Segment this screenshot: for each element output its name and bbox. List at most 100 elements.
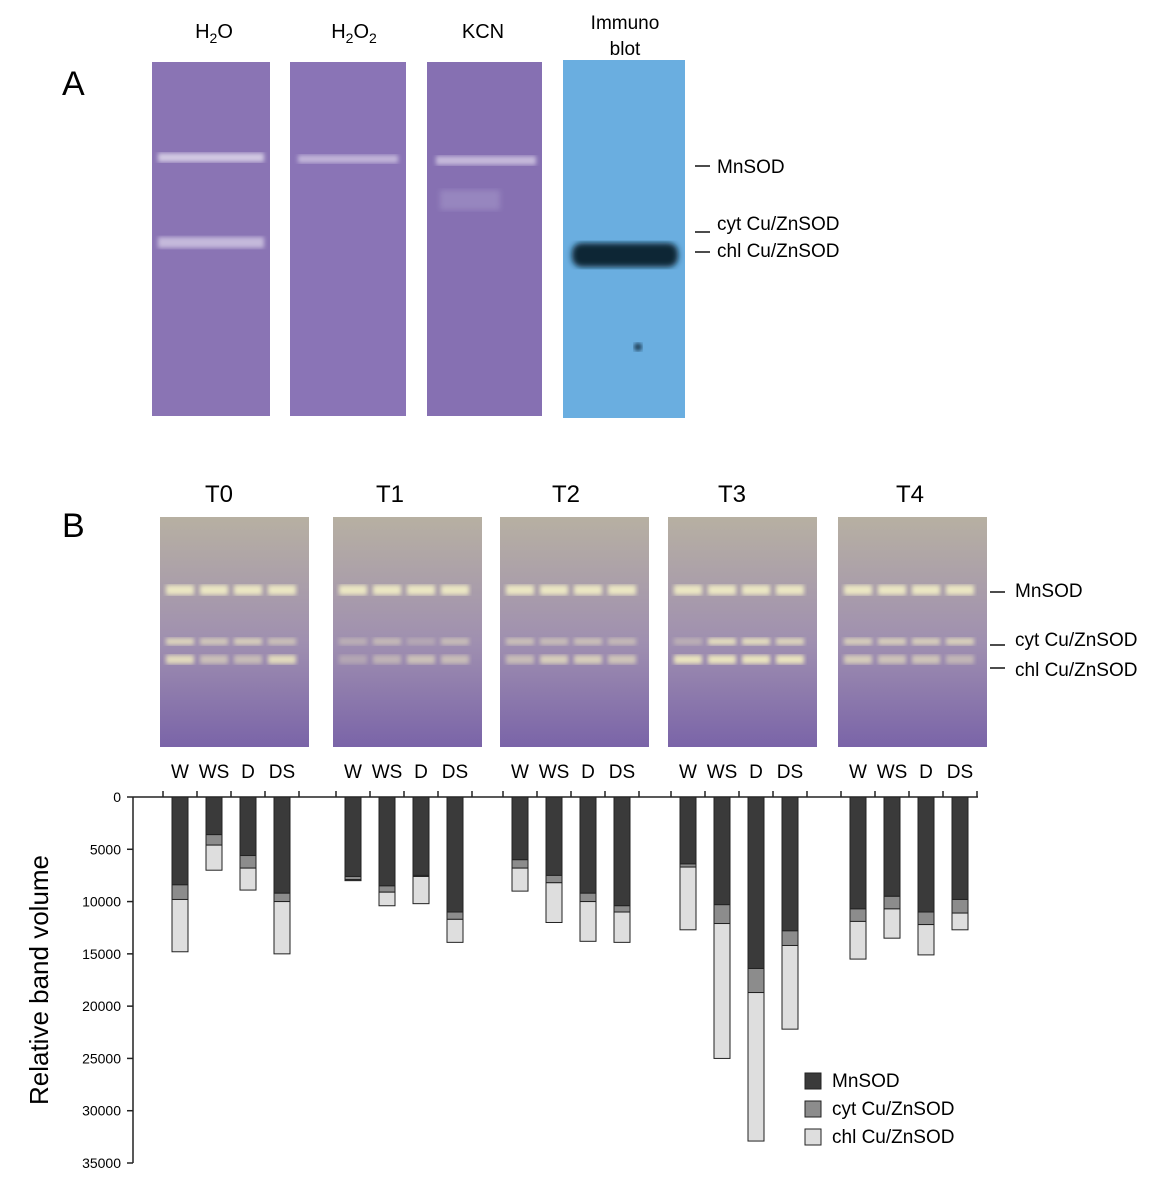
- gel-title-t0: T0: [205, 481, 233, 508]
- y-axis-label: Relative band volume: [24, 855, 54, 1105]
- bar-t4-d-mnsod: [917, 796, 935, 913]
- band-mnsod: [844, 585, 872, 595]
- bar-t0-w-cyt: [171, 884, 189, 900]
- band-mnsod: [268, 585, 296, 595]
- gel-b-background: [160, 517, 309, 747]
- lane-label-w: W: [344, 762, 362, 783]
- gel-title-t2: T2: [552, 481, 580, 508]
- panel-b-label: B: [62, 507, 85, 545]
- band-mnsod: [441, 585, 469, 595]
- lane-title-h2o2: H2O2: [331, 21, 377, 46]
- bar-t4-ws-cyt: [883, 895, 901, 910]
- gel-b-t4: [838, 517, 987, 747]
- bar-t0-w-mnsod: [171, 796, 189, 886]
- lane-label-ws: WS: [199, 762, 230, 783]
- band-mnsod: [708, 585, 736, 595]
- band-mnsod: [200, 585, 228, 595]
- lane-label-w: W: [679, 762, 697, 783]
- bar-t1-ws-mnsod: [378, 796, 396, 887]
- bar-t3-ds-cyt: [781, 930, 799, 946]
- label-a-cyt: cyt Cu/ZnSOD: [717, 214, 839, 235]
- label-a-mnsod: MnSOD: [717, 157, 785, 178]
- bar-t0-ds-chl: [273, 901, 291, 955]
- bar-t0-ws-mnsod: [205, 796, 223, 836]
- band-cyt: [574, 638, 602, 645]
- lane-title-h2o: H2O: [195, 21, 233, 46]
- label-b-cyt: cyt Cu/ZnSOD: [1015, 630, 1137, 651]
- band-mnsod: [674, 585, 702, 595]
- lane-label-ws: WS: [539, 762, 570, 783]
- gel-b-t1: [333, 517, 482, 747]
- lane-label-ws: WS: [707, 762, 738, 783]
- legend-swatch: [804, 1072, 822, 1090]
- label-b-chl: chl Cu/ZnSOD: [1015, 660, 1137, 681]
- lane-label-ds: DS: [442, 762, 468, 783]
- band-mnsod: [608, 585, 636, 595]
- band-chl: [674, 655, 702, 664]
- bar-t0-ws-cyt: [205, 834, 223, 846]
- gel-a-kcn: [427, 62, 542, 416]
- bar-t2-d-chl: [579, 901, 597, 942]
- band-cyt: [339, 638, 367, 645]
- lane-label-w: W: [849, 762, 867, 783]
- band-chl: [574, 655, 602, 664]
- lane-label-d: D: [749, 762, 763, 783]
- band-cyt: [776, 638, 804, 645]
- y-tick-label: 25000: [82, 1050, 121, 1066]
- band-mnsod: [540, 585, 568, 595]
- band-cyt: [742, 638, 770, 645]
- bar-t3-ws-cyt: [713, 904, 731, 925]
- lane-title-immuno: Immuno: [591, 13, 660, 34]
- y-tick-label: 10000: [82, 894, 121, 910]
- band-chl: [166, 655, 194, 664]
- band-chl: [234, 655, 262, 664]
- y-tick-label: 30000: [82, 1103, 121, 1119]
- label-b-mnsod: MnSOD: [1015, 581, 1083, 602]
- band-chl: [268, 655, 296, 664]
- lane-label-ds: DS: [777, 762, 803, 783]
- lane-label-ws: WS: [877, 762, 908, 783]
- lane-label-d: D: [241, 762, 255, 783]
- band-chl: [506, 655, 534, 664]
- band-cyt: [912, 638, 940, 645]
- band-chl: [407, 655, 435, 664]
- bar-t2-d-mnsod: [579, 796, 597, 894]
- band-chl: [339, 655, 367, 664]
- bar-t1-ds-mnsod: [446, 796, 464, 913]
- band-cyt: [844, 638, 872, 645]
- lane-label-w: W: [171, 762, 189, 783]
- band-cyt: [441, 638, 469, 645]
- bar-t0-w-chl: [171, 898, 189, 953]
- band-mnsod: [742, 585, 770, 595]
- chart-legend: MnSOD cyt Cu/ZnSOD chl Cu/ZnSOD: [804, 1071, 954, 1148]
- y-tick-label: 5000: [90, 841, 121, 857]
- bar-t2-ws-chl: [545, 882, 563, 923]
- gel-b-t2: [500, 517, 649, 747]
- band-cyt: [166, 638, 194, 645]
- bar-t4-ds-cyt: [951, 898, 969, 914]
- band-mnsod: [339, 585, 367, 595]
- band-mnsod: [234, 585, 262, 595]
- band-cyt: [373, 638, 401, 645]
- bar-t1-w-mnsod: [344, 796, 362, 877]
- chart-axes: 0 5000 10000 15000 20000 25000 30000 35000: [82, 789, 978, 1171]
- bar-t3-d-chl: [747, 992, 765, 1142]
- legend-label: cyt Cu/ZnSOD: [832, 1099, 954, 1120]
- bar-t3-ws-chl: [713, 923, 731, 1059]
- band-cyt: [200, 638, 228, 645]
- y-tick-label: 20000: [82, 998, 121, 1014]
- label-a-chl: chl Cu/ZnSOD: [717, 241, 839, 262]
- gel-b-background: [838, 517, 987, 747]
- bar-t4-w-mnsod: [849, 796, 867, 910]
- bar-t3-d-mnsod: [747, 796, 765, 969]
- bar-t2-ws-cyt: [545, 874, 563, 884]
- legend-swatch: [804, 1100, 822, 1118]
- lane-title-kcn: KCN: [462, 21, 504, 43]
- band-mnsod: [946, 585, 974, 595]
- immunoblot: [563, 60, 685, 418]
- y-tick-label: 0: [113, 789, 121, 805]
- bar-t3-ds-mnsod: [781, 796, 799, 932]
- bar-t1-ds-chl: [446, 918, 464, 943]
- band-cyt: [878, 638, 906, 645]
- stacked-bar-chart: Relative band volume 0 5000 10000 15000 2000…: [24, 789, 978, 1171]
